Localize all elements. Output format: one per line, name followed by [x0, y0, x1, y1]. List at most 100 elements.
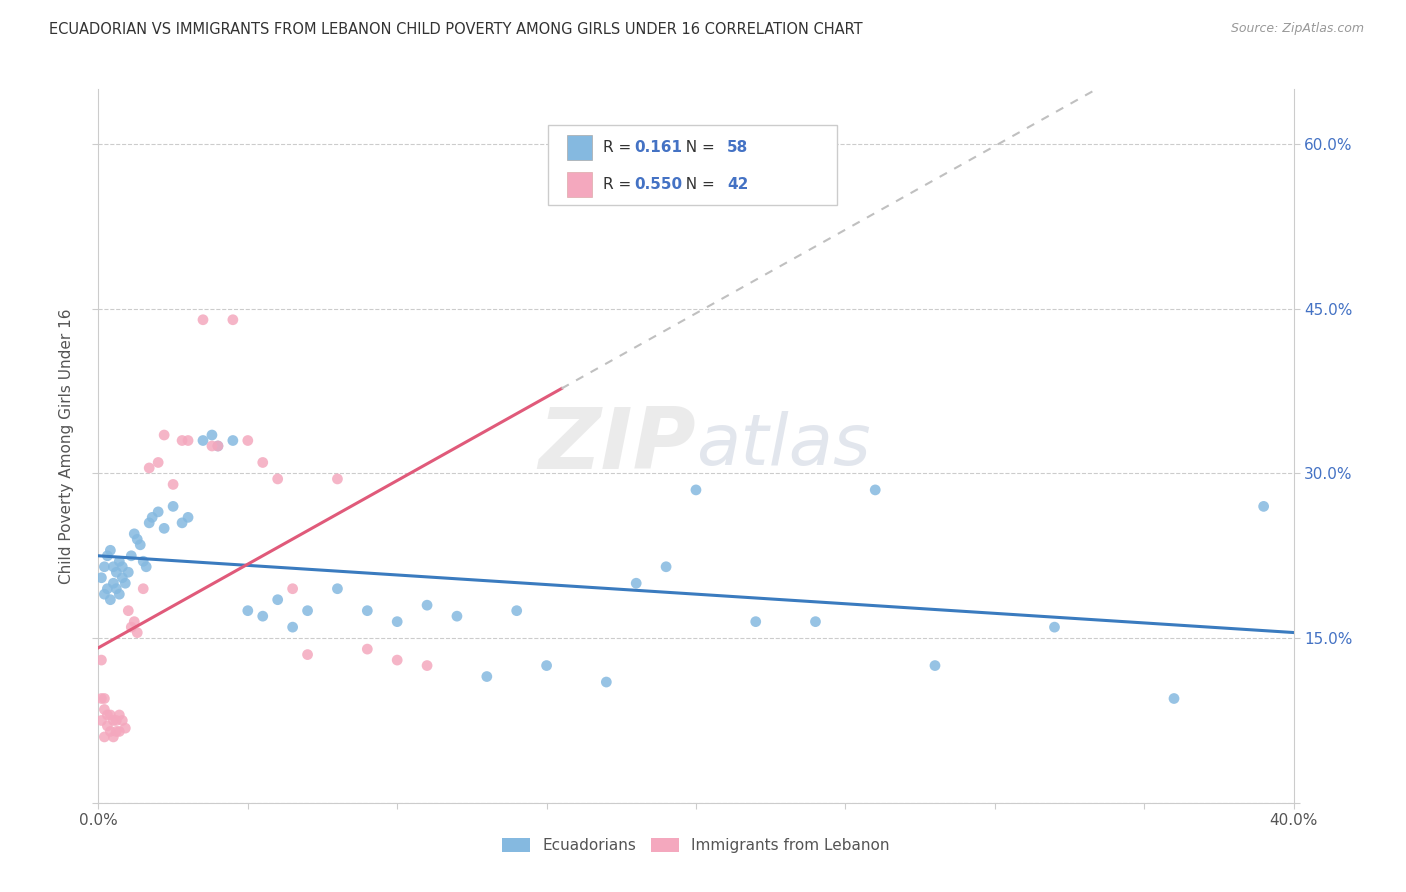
Point	[103, 730, 125, 744]
Point	[153, 521, 176, 535]
Point	[96, 549, 118, 563]
Text: N =: N =	[676, 140, 720, 154]
Text: 0.550: 0.550	[634, 178, 682, 192]
Point	[236, 434, 259, 448]
Text: ZIP: ZIP	[538, 404, 696, 488]
Point	[93, 730, 115, 744]
Point	[267, 472, 290, 486]
Point	[138, 461, 160, 475]
Point	[326, 582, 349, 596]
Point	[103, 714, 125, 728]
Point	[201, 428, 224, 442]
Point	[172, 434, 194, 448]
Point	[108, 587, 131, 601]
Point	[114, 576, 136, 591]
Point	[1253, 500, 1275, 514]
Point	[129, 538, 152, 552]
Point	[865, 483, 887, 497]
Point	[1163, 691, 1185, 706]
Point	[191, 312, 214, 326]
Point	[153, 428, 176, 442]
Text: Source: ZipAtlas.com: Source: ZipAtlas.com	[1230, 22, 1364, 36]
Point	[90, 653, 112, 667]
Point	[93, 559, 115, 574]
Point	[356, 642, 378, 657]
Point	[626, 576, 648, 591]
Point	[446, 609, 468, 624]
Point	[297, 648, 319, 662]
Text: R =: R =	[603, 178, 637, 192]
Text: R =: R =	[603, 140, 637, 154]
Point	[326, 472, 349, 486]
Point	[236, 604, 259, 618]
Point	[267, 592, 290, 607]
Text: 0.161: 0.161	[634, 140, 682, 154]
Text: 42: 42	[727, 178, 748, 192]
Text: atlas: atlas	[696, 411, 870, 481]
Point	[127, 625, 149, 640]
Text: ECUADORIAN VS IMMIGRANTS FROM LEBANON CHILD POVERTY AMONG GIRLS UNDER 16 CORRELA: ECUADORIAN VS IMMIGRANTS FROM LEBANON CH…	[49, 22, 863, 37]
Point	[416, 598, 439, 612]
Point	[138, 516, 160, 530]
Point	[132, 554, 155, 568]
Point	[103, 559, 125, 574]
Point	[124, 526, 146, 541]
Text: 58: 58	[727, 140, 748, 154]
Legend: Ecuadorians, Immigrants from Lebanon: Ecuadorians, Immigrants from Lebanon	[496, 832, 896, 859]
Point	[356, 604, 378, 618]
Point	[201, 439, 224, 453]
Point	[103, 576, 125, 591]
Point	[177, 510, 200, 524]
Point	[90, 714, 112, 728]
Point	[148, 455, 170, 469]
Point	[108, 724, 131, 739]
Point	[281, 582, 304, 596]
Point	[105, 582, 128, 596]
Text: N =: N =	[676, 178, 720, 192]
Point	[111, 571, 134, 585]
Point	[98, 724, 122, 739]
Point	[96, 708, 118, 723]
Point	[506, 604, 529, 618]
Point	[96, 582, 118, 596]
Point	[385, 615, 409, 629]
Point	[222, 434, 245, 448]
Point	[924, 658, 946, 673]
Point	[148, 505, 170, 519]
Point	[105, 724, 128, 739]
Point	[105, 566, 128, 580]
Point	[191, 434, 214, 448]
Point	[96, 719, 118, 733]
Point	[111, 559, 134, 574]
Point	[297, 604, 319, 618]
Point	[416, 658, 439, 673]
Point	[1043, 620, 1066, 634]
Point	[177, 434, 200, 448]
Point	[745, 615, 768, 629]
Point	[207, 439, 229, 453]
Point	[222, 312, 245, 326]
Point	[162, 477, 184, 491]
Point	[93, 691, 115, 706]
Point	[105, 714, 128, 728]
Point	[685, 483, 707, 497]
Point	[475, 669, 498, 683]
Point	[98, 592, 122, 607]
Point	[595, 675, 617, 690]
Point	[114, 721, 136, 735]
Y-axis label: Child Poverty Among Girls Under 16: Child Poverty Among Girls Under 16	[59, 309, 75, 583]
Point	[207, 439, 229, 453]
Point	[93, 587, 115, 601]
Point	[120, 620, 142, 634]
Point	[385, 653, 409, 667]
Point	[90, 571, 112, 585]
Point	[135, 559, 157, 574]
Point	[108, 554, 131, 568]
Point	[162, 500, 184, 514]
Point	[90, 691, 112, 706]
Point	[117, 604, 139, 618]
Point	[252, 455, 274, 469]
Point	[655, 559, 678, 574]
Point	[98, 543, 122, 558]
Point	[108, 708, 131, 723]
